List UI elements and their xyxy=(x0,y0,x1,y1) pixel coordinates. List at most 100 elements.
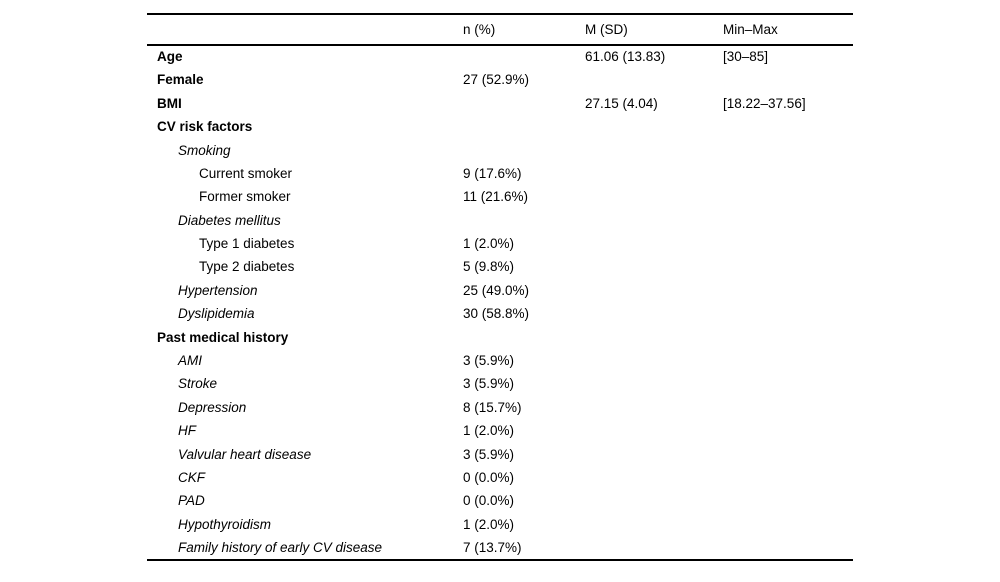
cell-min-max xyxy=(723,513,853,536)
cell-n-pct: 11 (21.6%) xyxy=(463,189,529,205)
cell-min-max xyxy=(723,115,853,138)
cell-n-pct: 3 (5.9%) xyxy=(463,446,515,462)
cell-min-max xyxy=(723,372,853,395)
cell-m-sd xyxy=(585,489,723,512)
cell-min-max xyxy=(723,349,853,372)
column-header-min-max: Min–Max xyxy=(723,14,853,46)
cell-n-pct xyxy=(463,326,585,349)
cell-n-pct: 30 (58.8%) xyxy=(463,306,530,322)
cell-m-sd xyxy=(585,349,723,372)
table-row: Smoking xyxy=(147,139,853,162)
cell-n-pct: 9 (17.6%) xyxy=(463,165,522,181)
table-row: Hypothyroidism 1 (2.0%) xyxy=(147,513,853,536)
table-row: Current smoker 9 (17.6%) xyxy=(147,162,853,185)
row-label: Dyslipidemia xyxy=(178,306,255,322)
table-row: Hypertension 25 (49.0%) xyxy=(147,279,853,302)
row-label: Age xyxy=(157,49,183,65)
cell-min-max xyxy=(723,162,853,185)
cell-min-max xyxy=(723,139,853,162)
table-row: Type 1 diabetes 1 (2.0%) xyxy=(147,232,853,255)
cell-m-sd: 61.06 (13.83) xyxy=(585,49,666,65)
cell-min-max: [18.22–37.56] xyxy=(723,95,806,111)
row-label: Hypothyroidism xyxy=(178,516,272,532)
cell-m-sd xyxy=(585,256,723,279)
table-row: HF 1 (2.0%) xyxy=(147,419,853,442)
row-label: Depression xyxy=(178,399,247,415)
cell-min-max xyxy=(723,256,853,279)
table-row: Past medical history xyxy=(147,326,853,349)
cell-n-pct xyxy=(463,209,585,232)
cell-min-max: [30–85] xyxy=(723,49,769,65)
summary-statistics-table: n (%) M (SD) Min–Max Age 61.06 (13.83) [30… xyxy=(147,13,853,561)
cell-m-sd xyxy=(585,232,723,255)
table-row: Type 2 diabetes 5 (9.8%) xyxy=(147,256,853,279)
cell-m-sd xyxy=(585,68,723,91)
table-row: Female 27 (52.9%) xyxy=(147,68,853,91)
cell-min-max xyxy=(723,302,853,325)
cell-n-pct: 27 (52.9%) xyxy=(463,72,530,88)
cell-m-sd xyxy=(585,372,723,395)
table-row: Depression 8 (15.7%) xyxy=(147,396,853,419)
cell-m-sd xyxy=(585,209,723,232)
table-row: Former smoker 11 (21.6%) xyxy=(147,185,853,208)
table-row: BMI 27.15 (4.04) [18.22–37.56] xyxy=(147,92,853,115)
row-label: Valvular heart disease xyxy=(178,446,312,462)
table-row: Family history of early CV disease 7 (13.… xyxy=(147,536,853,559)
cell-n-pct: 7 (13.7%) xyxy=(463,539,522,555)
cell-min-max xyxy=(723,466,853,489)
cell-min-max xyxy=(723,396,853,419)
cell-m-sd xyxy=(585,513,723,536)
cell-min-max xyxy=(723,185,853,208)
cell-n-pct: 1 (2.0%) xyxy=(463,423,515,439)
table-row: CKF 0 (0.0%) xyxy=(147,466,853,489)
cell-min-max xyxy=(723,279,853,302)
cell-n-pct: 1 (2.0%) xyxy=(463,516,515,532)
row-label: Family history of early CV disease xyxy=(178,539,383,555)
cell-n-pct: 8 (15.7%) xyxy=(463,399,522,415)
row-label: Hypertension xyxy=(178,282,258,298)
cell-m-sd xyxy=(585,115,723,138)
cell-n-pct: 5 (9.8%) xyxy=(463,259,515,275)
table-row: PAD 0 (0.0%) xyxy=(147,489,853,512)
cell-m-sd xyxy=(585,162,723,185)
row-label: CKF xyxy=(178,469,205,485)
cell-n-pct: 3 (5.9%) xyxy=(463,353,515,369)
cell-n-pct: 25 (49.0%) xyxy=(463,282,530,298)
cell-n-pct: 0 (0.0%) xyxy=(463,493,515,509)
row-label: Past medical history xyxy=(157,329,289,345)
table-row: Age 61.06 (13.83) [30–85] xyxy=(147,45,853,68)
row-label: HF xyxy=(178,423,196,439)
cell-m-sd xyxy=(585,185,723,208)
cell-min-max xyxy=(723,419,853,442)
table-row: Dyslipidemia 30 (58.8%) xyxy=(147,302,853,325)
cell-min-max xyxy=(723,489,853,512)
row-label: Stroke xyxy=(178,376,218,392)
cell-n-pct: 1 (2.0%) xyxy=(463,236,515,252)
row-label: Type 1 diabetes xyxy=(199,236,295,252)
cell-m-sd xyxy=(585,279,723,302)
table-row: Stroke 3 (5.9%) xyxy=(147,372,853,395)
cell-m-sd: 27.15 (4.04) xyxy=(585,95,658,111)
cell-n-pct xyxy=(463,92,585,115)
cell-min-max xyxy=(723,326,853,349)
row-label: BMI xyxy=(157,95,182,111)
row-label: Former smoker xyxy=(199,189,291,205)
row-label: Current smoker xyxy=(199,165,293,181)
cell-n-pct: 3 (5.9%) xyxy=(463,376,515,392)
cell-m-sd xyxy=(585,396,723,419)
cell-min-max xyxy=(723,68,853,91)
column-header-n-pct: n (%) xyxy=(463,14,585,46)
column-header-empty xyxy=(147,14,463,46)
cell-m-sd xyxy=(585,419,723,442)
row-label: Female xyxy=(157,72,204,88)
cell-m-sd xyxy=(585,536,723,559)
row-label: Diabetes mellitus xyxy=(178,212,281,228)
cell-min-max xyxy=(723,209,853,232)
table-row: Valvular heart disease 3 (5.9%) xyxy=(147,443,853,466)
row-label: AMI xyxy=(178,353,203,369)
table-header: n (%) M (SD) Min–Max xyxy=(147,14,853,46)
column-header-m-sd: M (SD) xyxy=(585,14,723,46)
cell-m-sd xyxy=(585,302,723,325)
cell-m-sd xyxy=(585,443,723,466)
